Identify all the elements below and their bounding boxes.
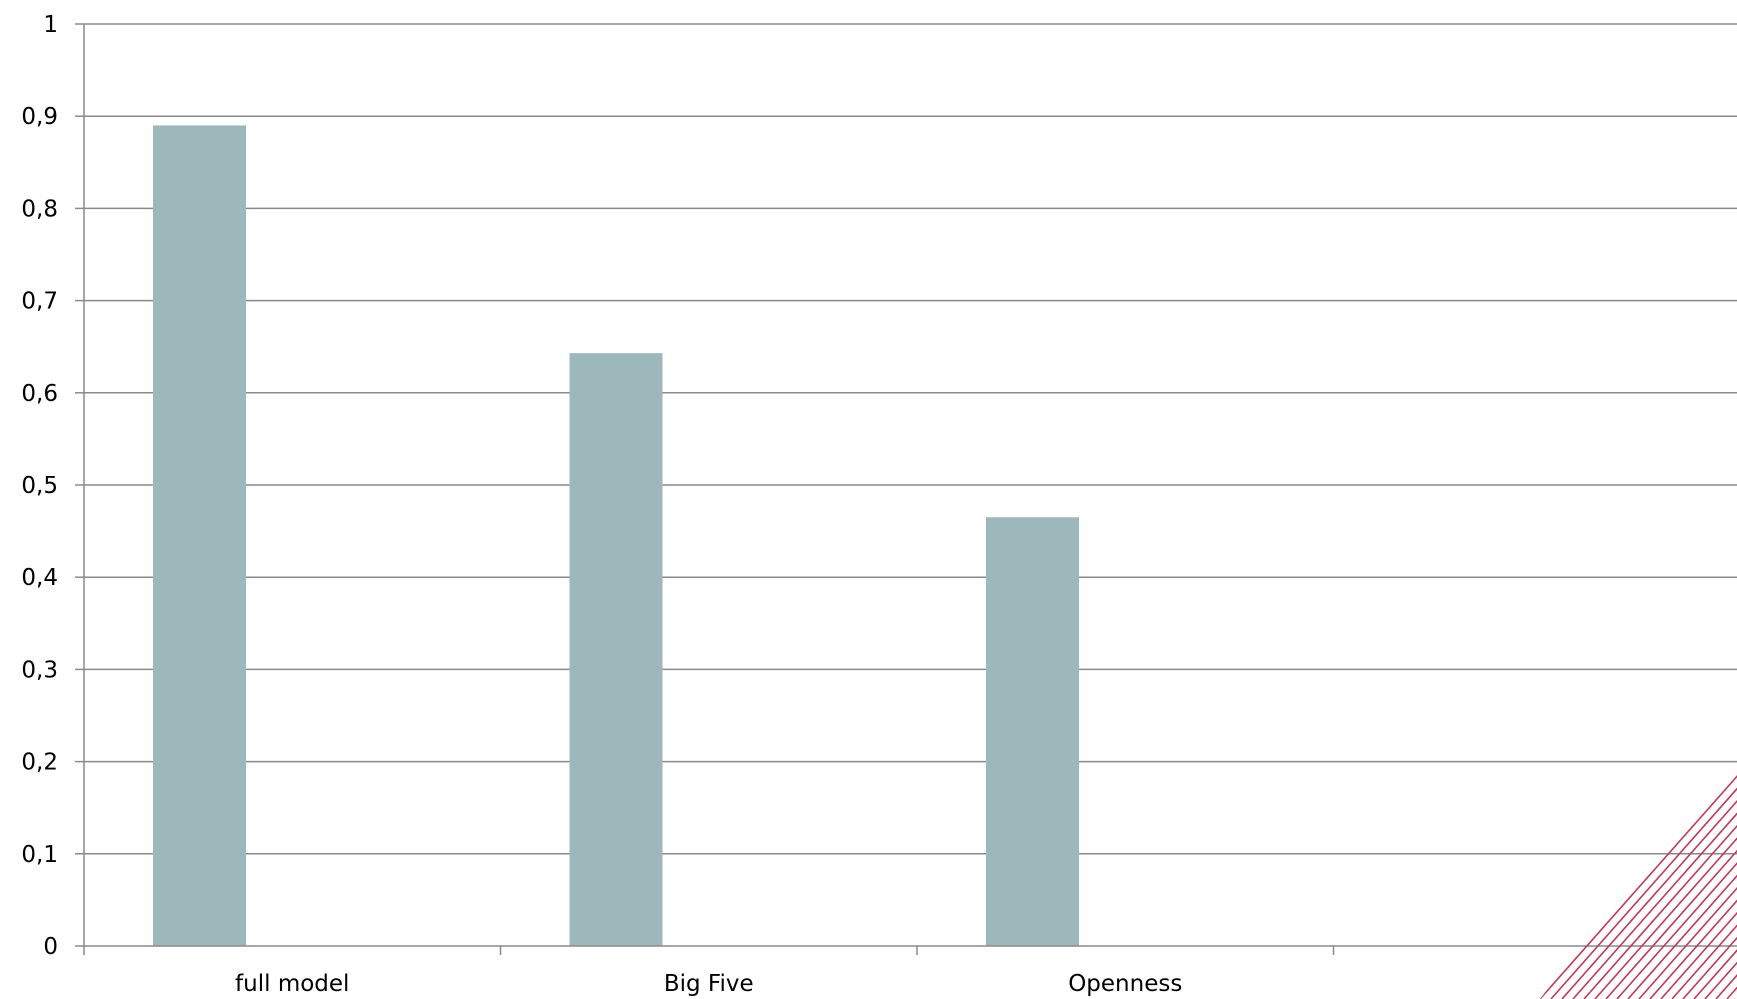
y-tick-label: 0,3 <box>21 657 58 683</box>
hatch-line <box>1671 740 1737 999</box>
y-tick-label: 0,7 <box>21 289 58 315</box>
bar-full-model <box>153 125 246 947</box>
y-tick-label: 0,9 <box>21 104 58 130</box>
hatch-line <box>1660 740 1737 999</box>
y-tick-label: 1 <box>43 12 58 38</box>
hatch-line <box>1540 740 1737 999</box>
bar-big-five <box>569 353 663 946</box>
x-tick-label: Openness <box>1068 971 1182 997</box>
hatch-line <box>1572 740 1737 999</box>
y-tick-label: 0,1 <box>21 842 58 868</box>
hatch-line <box>1649 740 1737 999</box>
hatch-line <box>1550 740 1737 999</box>
y-tick-label: 0,2 <box>21 750 58 776</box>
y-tick-label: 0 <box>43 934 58 960</box>
x-tick-label: full model <box>235 971 349 997</box>
hatch-line <box>1605 740 1737 999</box>
y-tick-label: 0,6 <box>21 381 58 407</box>
gridlines <box>84 23 1737 855</box>
axes <box>75 23 1737 955</box>
hatch-line <box>1616 740 1737 999</box>
hatch-line <box>1583 740 1737 999</box>
x-tick-labels: full model Big Five Openness <box>235 971 1182 997</box>
hatch-line <box>1682 740 1737 999</box>
bar-openness <box>986 517 1079 946</box>
hatch-line <box>1561 740 1737 999</box>
hatch-line <box>1594 740 1737 999</box>
hatch-decoration <box>1540 740 1737 999</box>
hatch-line <box>1627 740 1737 999</box>
hatch-line <box>1693 740 1737 999</box>
y-tick-label: 0,5 <box>21 473 58 499</box>
x-tick-label: Big Five <box>664 971 754 997</box>
bars <box>153 125 1079 947</box>
hatch-line <box>1715 740 1737 999</box>
y-tick-label: 0,4 <box>21 565 58 591</box>
y-tick-labels: 0 0,1 0,2 0,3 0,4 0,5 0,6 0,7 0,8 0,9 1 <box>21 12 58 960</box>
hatch-line <box>1638 740 1737 999</box>
y-tick-label: 0,8 <box>21 196 58 222</box>
